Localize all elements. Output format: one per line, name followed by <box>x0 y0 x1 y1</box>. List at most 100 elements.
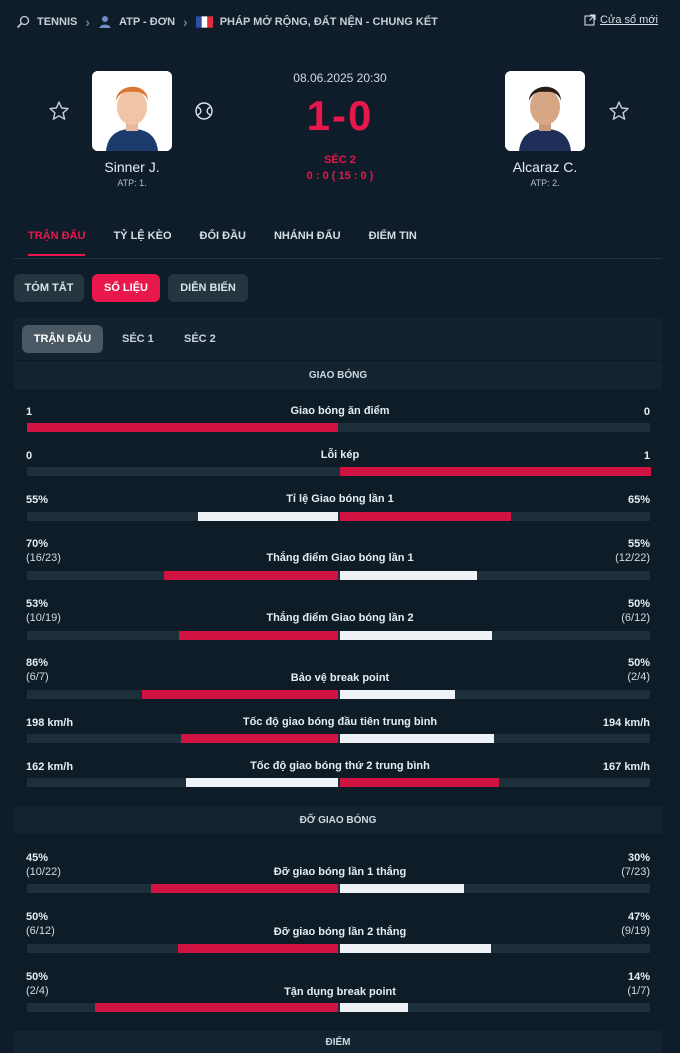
pill-summary[interactable]: TÓM TẮT <box>14 274 84 302</box>
home-stat-detail: (10/19) <box>26 612 61 624</box>
stat-bar-track <box>27 734 650 743</box>
person-icon <box>98 15 112 29</box>
breadcrumb-sport[interactable]: TENNIS <box>37 16 78 28</box>
tabs-divider <box>14 258 662 259</box>
away-stat-bar <box>340 467 651 476</box>
away-stat-detail: (6/12) <box>621 612 650 624</box>
subtab-set-1[interactable]: SÉC 1 <box>122 333 154 345</box>
stat-label: Tốc độ giao bóng đầu tiên trung bình <box>242 716 438 728</box>
away-stat-value: 65% <box>628 493 650 507</box>
stat-label: Tận dụng break point <box>284 986 396 998</box>
away-player-rank: ATP: 2. <box>530 178 560 188</box>
away-player-name[interactable]: Alcaraz C. <box>512 159 578 175</box>
home-stat-main: 70% <box>26 538 49 550</box>
away-stat-detail: (1/7) <box>627 985 650 997</box>
stat-bar-track <box>27 778 650 787</box>
away-stat-main: 167 km/h <box>602 761 650 773</box>
subtab-match[interactable]: TRẬN ĐẤU <box>22 325 103 353</box>
away-stat-bar <box>340 690 455 699</box>
away-stat-bar <box>340 734 494 743</box>
away-stat-value: 14% (1/7) <box>627 970 650 998</box>
pill-stats[interactable]: SỐ LIỆU <box>92 274 160 302</box>
away-stat-main: 65% <box>627 494 650 506</box>
home-stat-value: 45% (10/22) <box>26 851 61 879</box>
home-stat-detail: (10/22) <box>26 866 61 878</box>
home-stat-detail: (6/12) <box>26 925 55 937</box>
away-stat-bar <box>340 512 511 521</box>
home-stat-value: 1 <box>26 405 32 419</box>
favorite-star-icon[interactable] <box>607 99 631 123</box>
breadcrumb: TENNIS › ATP - ĐƠN › PHÁP MỞ RỘNG, ĐẤT N… <box>16 12 438 32</box>
away-stat-bar <box>340 1003 408 1012</box>
home-stat-main: 53% <box>26 598 49 610</box>
tab-odds[interactable]: TỶ LỆ KÈO <box>113 230 172 242</box>
away-stat-main: 50% <box>627 598 650 610</box>
home-stat-bar <box>178 944 338 953</box>
home-stat-main: 55% <box>26 494 49 506</box>
away-stat-value: 194 km/h <box>603 716 650 730</box>
home-stat-main: 50% <box>26 911 49 923</box>
period-tabs <box>14 318 662 360</box>
home-stat-bar <box>179 631 338 640</box>
section-return: ĐỠ GIAO BÓNG <box>14 806 662 834</box>
tab-news[interactable]: ĐIỂM TIN <box>368 230 417 242</box>
stat-bar-track <box>27 631 650 640</box>
home-stat-value: 50% (6/12) <box>26 910 55 938</box>
stat-label: Giao bóng ăn điểm <box>290 405 390 417</box>
home-stat-main: 45% <box>26 852 49 864</box>
home-stat-bar <box>142 690 338 699</box>
home-player-avatar[interactable] <box>92 71 172 151</box>
away-stat-main: 194 km/h <box>602 717 650 729</box>
home-stat-main: 1 <box>26 406 33 418</box>
away-stat-value: 55% (12/22) <box>615 537 650 565</box>
away-stat-bar <box>340 631 492 640</box>
stat-label: Tỉ lệ Giao bóng lần 1 <box>286 493 394 505</box>
favorite-star-icon[interactable] <box>47 99 71 123</box>
away-stat-main: 47% <box>627 911 650 923</box>
away-stat-value: 0 <box>644 405 650 419</box>
home-stat-bar <box>164 571 338 580</box>
section-serve: GIAO BÓNG <box>14 361 662 389</box>
stats-panel <box>14 318 662 1053</box>
home-stat-main: 0 <box>26 450 33 462</box>
stat-label: Đỡ giao bóng lần 2 thắng <box>273 926 407 938</box>
stat-label: Lỗi kép <box>320 449 360 461</box>
home-stat-value: 70% (16/23) <box>26 537 61 565</box>
section-points: ĐIỂM <box>14 1031 662 1053</box>
home-stat-main: 162 km/h <box>26 761 74 773</box>
breadcrumb-tournament[interactable]: PHÁP MỞ RỘNG, ĐẤT NỆN - CHUNG KẾT <box>219 16 438 28</box>
stat-bar-track <box>27 1003 650 1012</box>
away-stat-value: 50% (6/12) <box>621 597 650 625</box>
home-stat-value: 50% (2/4) <box>26 970 49 998</box>
chevron-right-icon: › <box>183 14 188 30</box>
home-stat-detail: (6/7) <box>26 671 49 683</box>
away-stat-detail: (7/23) <box>621 866 650 878</box>
stat-bar-track <box>27 423 650 432</box>
home-stat-value: 0 <box>26 449 32 463</box>
tab-h2h[interactable]: ĐỐI ĐẦU <box>199 230 246 242</box>
game-score: 0 : 0 ( 15 : 0 ) <box>306 170 374 182</box>
tennis-racket-icon <box>16 15 30 29</box>
away-stat-detail: (9/19) <box>621 925 650 937</box>
home-stat-value: 198 km/h <box>26 716 73 730</box>
new-window-label: Cửa sổ mới <box>600 14 658 26</box>
tab-draw[interactable]: NHÁNH ĐẤU <box>273 230 341 242</box>
subtab-set-2[interactable]: SÉC 2 <box>184 333 216 345</box>
home-player-name[interactable]: Sinner J. <box>104 159 160 175</box>
away-stat-main: 30% <box>627 852 650 864</box>
tab-match[interactable]: TRẬN ĐẤU <box>28 230 86 256</box>
stat-bar-track <box>27 512 650 521</box>
away-player-avatar[interactable] <box>505 71 585 151</box>
home-stat-main: 50% <box>26 971 49 983</box>
stat-bar-track <box>27 571 650 580</box>
breadcrumb-category[interactable]: ATP - ĐƠN <box>119 16 176 28</box>
stat-label: Tốc độ giao bóng thứ 2 trung bình <box>250 760 430 772</box>
stat-bar-track <box>27 944 650 953</box>
new-window-link[interactable]: Cửa sổ mới <box>584 14 658 26</box>
pill-timeline[interactable]: DIỄN BIẾN <box>168 274 248 302</box>
away-stat-bar <box>340 571 477 580</box>
home-stat-detail: (16/23) <box>26 552 61 564</box>
stat-label: Bảo vệ break point <box>290 672 390 684</box>
home-stat-bar <box>198 512 338 521</box>
match-tabs: TRẬN ĐẤU TỶ LỆ KÈO ĐỐI ĐẦU NHÁNH ĐẤU ĐIỂ… <box>28 230 445 256</box>
